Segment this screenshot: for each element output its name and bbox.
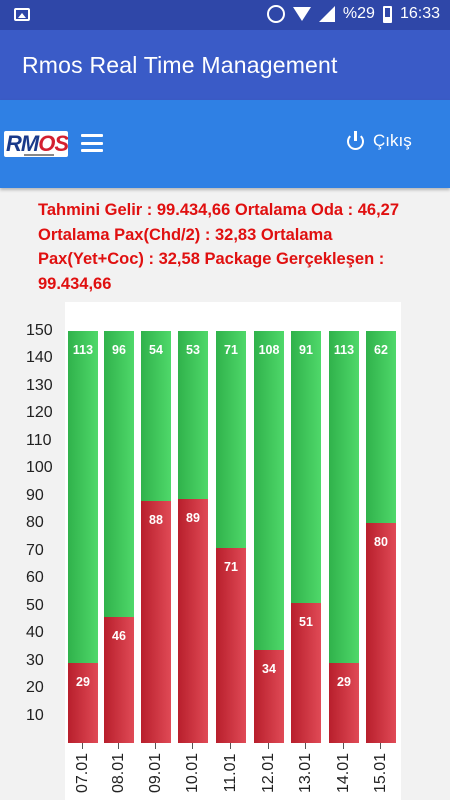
image-icon xyxy=(14,8,30,21)
logout-label: Çıkış xyxy=(373,131,412,150)
data-label-green: 53 xyxy=(186,343,200,357)
x-tick-label: 09.01 xyxy=(141,743,171,793)
y-tick-label: 20 xyxy=(26,679,44,697)
x-tick-label: 07.01 xyxy=(68,743,98,793)
alarm-icon xyxy=(266,5,285,23)
data-label-red: 80 xyxy=(374,535,388,550)
signal-icon xyxy=(318,6,335,22)
status-icons: %29 16:33 xyxy=(266,5,440,23)
y-tick-label: 30 xyxy=(26,651,44,669)
bar-segment-green xyxy=(68,331,98,664)
y-tick-label: 50 xyxy=(26,596,44,614)
x-tick-label: 08.01 xyxy=(104,743,134,793)
y-tick-label: 100 xyxy=(26,459,53,477)
data-label-red: 46 xyxy=(112,628,126,643)
y-tick-label: 60 xyxy=(26,569,44,587)
logout-button[interactable]: Çıkış xyxy=(346,130,412,151)
data-label-green: 71 xyxy=(224,343,238,357)
rmos-logo[interactable]: RMOS xyxy=(4,131,68,157)
bar-segment-green xyxy=(178,331,208,499)
data-label-red: 88 xyxy=(149,513,163,528)
data-label-red: 51 xyxy=(299,614,313,629)
bar-segment-red xyxy=(104,616,134,743)
x-tick-label: 11.01 xyxy=(216,743,246,793)
bar-segment-red xyxy=(291,602,321,743)
y-tick-label: 130 xyxy=(26,376,53,394)
data-label-green: 108 xyxy=(258,343,280,357)
app-title: Rmos Real Time Management xyxy=(22,52,338,78)
y-tick-label: 10 xyxy=(26,706,44,724)
summary-text: Tahmini Gelir : 99.434,66 Ortalama Oda :… xyxy=(38,201,400,293)
y-tick-label: 120 xyxy=(26,404,53,422)
data-label-red: 29 xyxy=(337,675,351,690)
app-bar: Rmos Real Time Management xyxy=(0,30,450,100)
y-tick-label: 70 xyxy=(26,541,44,559)
data-label-red: 89 xyxy=(186,510,200,525)
y-tick-label: 80 xyxy=(26,514,44,532)
data-label-green: 113 xyxy=(72,343,94,357)
status-bar: %29 16:33 xyxy=(0,0,450,30)
wifi-icon xyxy=(292,7,311,21)
data-label-green: 91 xyxy=(299,343,313,357)
logo-underline xyxy=(24,154,54,156)
x-tick-label: 10.01 xyxy=(178,743,208,793)
battery-percent: %29 xyxy=(342,5,375,22)
bar-segment-green xyxy=(291,331,321,603)
y-tick-label: 40 xyxy=(26,624,44,642)
bar-segment-green xyxy=(104,331,134,617)
bar-segment-green xyxy=(216,331,246,548)
bar-segment-red xyxy=(178,498,208,743)
data-label-red: 71 xyxy=(224,559,238,574)
data-label-red: 34 xyxy=(262,661,276,676)
bar-segment-red xyxy=(366,523,396,743)
bar-segment-red xyxy=(254,649,284,743)
bar-segment-green xyxy=(254,331,284,650)
x-tick-label: 12.01 xyxy=(254,743,284,793)
nav-bar xyxy=(0,100,450,188)
data-label-green: 96 xyxy=(112,343,126,357)
y-tick-label: 140 xyxy=(26,349,53,367)
bar-segment-red xyxy=(216,547,246,743)
y-tick-label: 90 xyxy=(26,486,44,504)
logo-text-left: RM xyxy=(6,131,39,156)
y-tick-label: 150 xyxy=(26,322,53,339)
x-tick-label: 13.01 xyxy=(291,743,321,793)
x-tick-label: 15.01 xyxy=(366,743,396,793)
battery-icon xyxy=(382,5,392,23)
bar-segment-green xyxy=(141,331,171,502)
clock: 16:33 xyxy=(399,5,440,22)
menu-icon[interactable] xyxy=(81,134,103,152)
bar-segment-red xyxy=(329,663,359,743)
data-label-red: 29 xyxy=(76,675,90,690)
x-tick-label: 14.01 xyxy=(329,743,359,793)
y-tick-label: 110 xyxy=(26,431,52,449)
power-icon xyxy=(346,130,365,151)
data-label-green: 62 xyxy=(374,343,388,357)
bar-segment-green xyxy=(329,331,359,664)
bar-segment-red xyxy=(141,501,171,743)
logo-text-right: OS xyxy=(38,131,68,156)
bar-segment-red xyxy=(68,663,98,743)
data-label-green: 54 xyxy=(149,343,163,357)
bar-segment-green xyxy=(366,331,396,524)
data-label-green: 113 xyxy=(333,343,355,357)
